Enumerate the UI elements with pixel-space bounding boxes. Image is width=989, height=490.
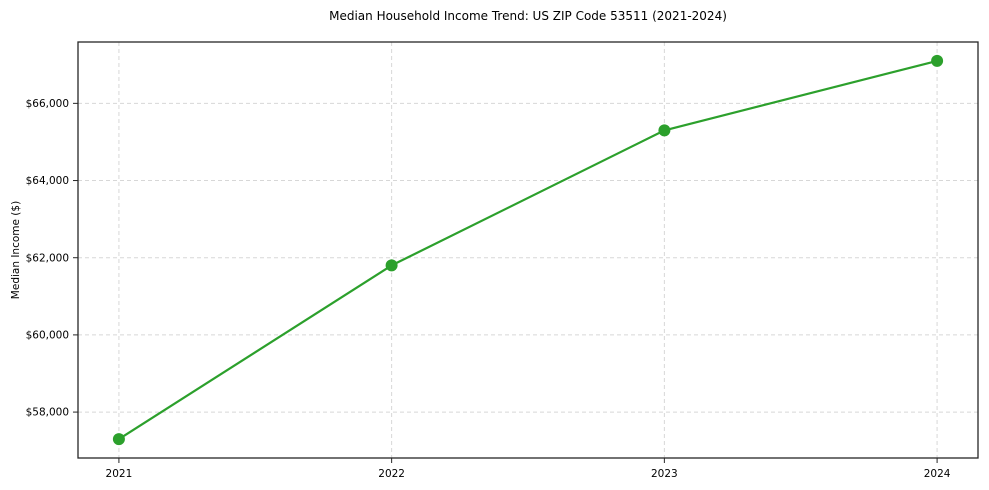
plot-border [77, 41, 979, 459]
y-tick-label: $58,000 [26, 407, 69, 419]
x-tick-label: 2024 [924, 468, 951, 480]
x-tick-label: 2023 [651, 468, 678, 480]
y-tick-label: $62,000 [26, 252, 69, 264]
chart-title: Median Household Income Trend: US ZIP Co… [329, 9, 727, 23]
trend-line [117, 59, 939, 441]
axes-layer [73, 41, 979, 463]
gridlines-layer [78, 42, 978, 458]
data-point-2023 [658, 124, 671, 137]
x-tick-label: 2021 [106, 468, 133, 480]
y-tick-label: $60,000 [26, 329, 69, 341]
y-tick-label: $66,000 [26, 98, 69, 110]
data-point-2022 [385, 259, 398, 272]
y-tick-label: $64,000 [26, 175, 69, 187]
tick-labels-layer: $58,000 $60,000 $62,000 $64,000 $66,000 2021 2… [26, 98, 951, 480]
data-point-2021 [112, 433, 125, 446]
series-layer [112, 54, 944, 446]
data-point-2024 [931, 54, 944, 67]
x-tick-label: 2022 [378, 468, 405, 480]
